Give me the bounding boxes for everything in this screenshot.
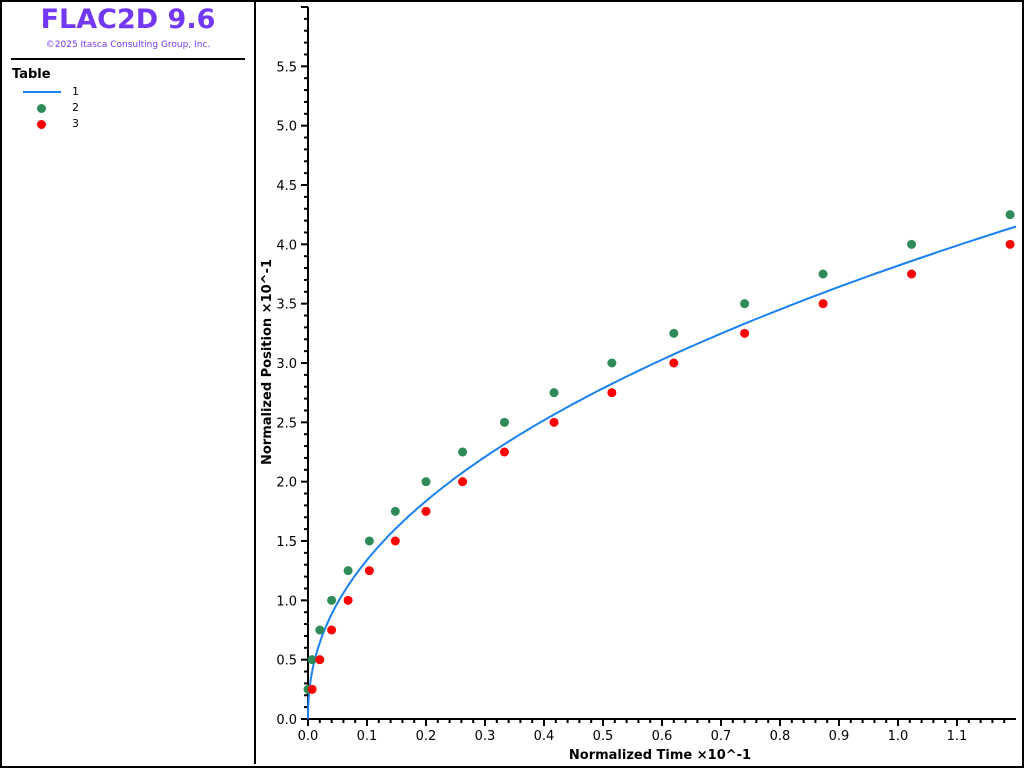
series-1-line — [307, 225, 1017, 719]
y-tick-label: 3.5 — [276, 298, 297, 313]
x-tick-label: 0.0 — [298, 729, 319, 744]
x-tick-label: 1.0 — [888, 729, 909, 744]
series-2-point — [458, 447, 468, 457]
series-2-point — [421, 477, 431, 487]
x-axis-title: Normalized Time ×10^-1 — [569, 748, 751, 763]
y-tick-label: 5.5 — [276, 60, 297, 75]
x-tick-label: 0.4 — [534, 729, 555, 744]
x-tick-label: 0.6 — [652, 729, 673, 744]
y-tick-label: 4.5 — [276, 179, 297, 194]
legend-title: Table — [12, 67, 51, 82]
series-3-point — [458, 477, 468, 487]
dot-swatch-icon — [37, 120, 46, 129]
legend-item-3: 3 — [20, 117, 120, 131]
series-2-point — [499, 417, 509, 427]
series-2-point — [343, 566, 353, 576]
y-tick-label: 4.0 — [276, 238, 297, 253]
legend-label: 1 — [72, 85, 79, 98]
legend-panel: FLAC2D 9.6 ©2025 Itasca Consulting Group… — [0, 0, 256, 764]
series-3-point — [327, 625, 337, 635]
y-tick-label: 0.0 — [276, 713, 297, 728]
divider — [11, 58, 245, 60]
x-tick-label: 0.1 — [357, 729, 378, 744]
dot-swatch-icon — [37, 104, 46, 113]
series-2-point — [315, 625, 325, 635]
series-2-point — [307, 655, 317, 665]
line-swatch-icon — [23, 91, 61, 93]
y-tick-label: 2.5 — [276, 416, 297, 431]
series-2-point — [364, 536, 374, 546]
x-tick-label: 0.3 — [475, 729, 496, 744]
series-2-point — [327, 595, 337, 605]
series-3-point — [549, 417, 559, 427]
y-tick-label: 2.0 — [276, 476, 297, 491]
x-tick-label: 0.7 — [711, 729, 732, 744]
legend-item-2: 2 — [20, 101, 120, 115]
series-3-point — [364, 566, 374, 576]
series-3-point — [669, 358, 679, 368]
series-2-point — [1005, 210, 1015, 220]
series-3-point — [315, 655, 325, 665]
series-3-point — [499, 447, 509, 457]
series-2-point — [549, 388, 559, 398]
series-3-point — [1005, 239, 1015, 249]
x-tick-label: 0.2 — [416, 729, 437, 744]
legend-label: 3 — [72, 117, 79, 130]
series-3-point — [421, 506, 431, 516]
series-3-point — [307, 684, 317, 694]
series-3-point — [343, 595, 353, 605]
y-axis-title: Normalized Position ×10^-1 — [260, 259, 275, 465]
x-tick-label: 0.8 — [770, 729, 791, 744]
copyright: ©2025 Itasca Consulting Group, Inc. — [45, 40, 211, 50]
y-tick-label: 5.0 — [276, 120, 297, 135]
x-tick-label: 1.1 — [947, 729, 968, 744]
series-2-point — [818, 269, 828, 279]
series-2-point — [740, 299, 750, 309]
app-title: FLAC2D 9.6 — [40, 4, 216, 35]
x-tick-label: 0.9 — [829, 729, 850, 744]
legend-item-1: 1 — [20, 85, 120, 99]
series-3-point — [607, 388, 617, 398]
series-3-point — [818, 299, 828, 309]
x-tick-label: 0.5 — [593, 729, 614, 744]
y-tick-label: 0.5 — [276, 654, 297, 669]
series-2-point — [907, 239, 917, 249]
series-2-point — [390, 506, 400, 516]
series-3-point — [390, 536, 400, 546]
y-tick-label: 1.0 — [276, 594, 297, 609]
y-tick-label: 3.0 — [276, 357, 297, 372]
series-3-point — [740, 328, 750, 338]
legend-label: 2 — [72, 101, 79, 114]
series-3-point — [907, 269, 917, 279]
y-tick-label: 1.5 — [276, 535, 297, 550]
series-2-point — [607, 358, 617, 368]
series-2-point — [669, 328, 679, 338]
